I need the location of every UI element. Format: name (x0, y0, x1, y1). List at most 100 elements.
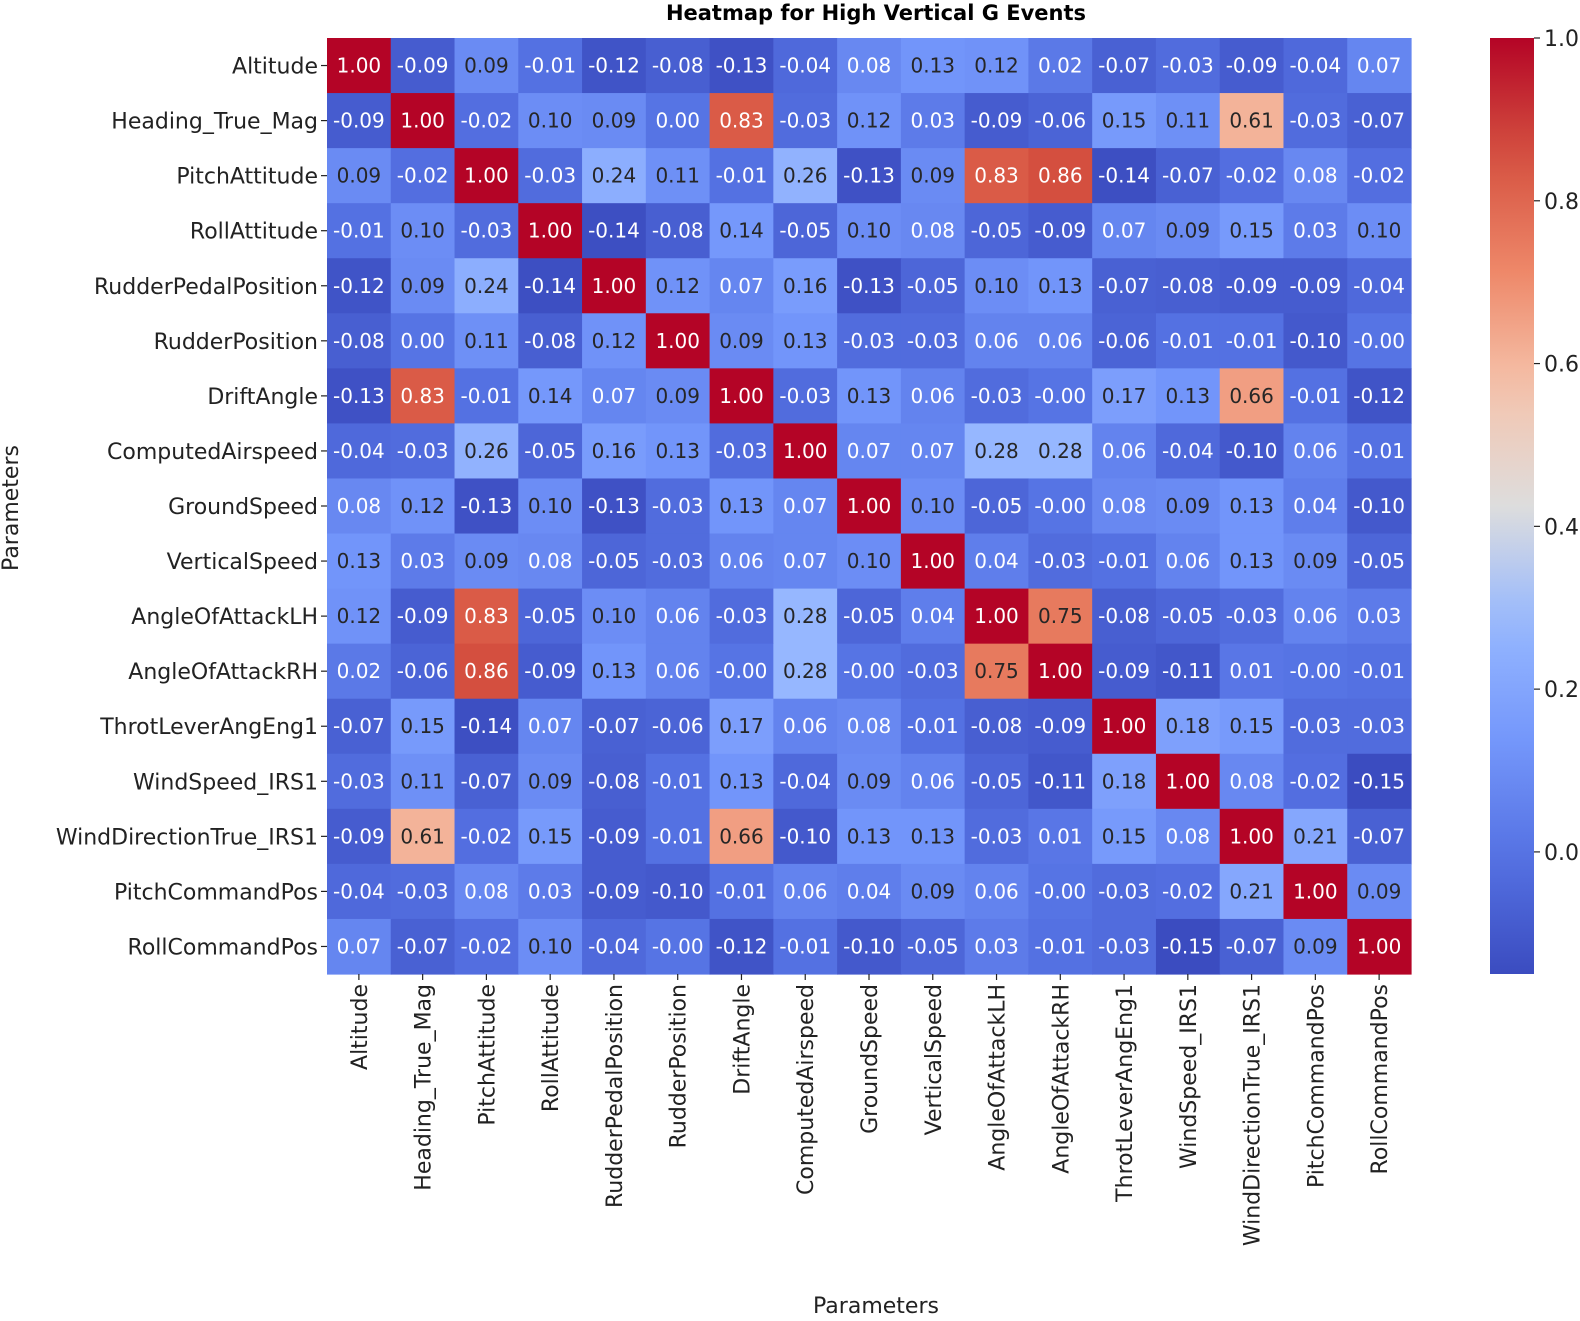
x-tick-label: Altitude (348, 984, 373, 1070)
heatmap-cell (454, 533, 519, 590)
heatmap-cell (645, 863, 711, 920)
cell-value-label: 0.09 (1293, 934, 1338, 958)
y-tick-label: ThrotLeverAngEng1 (99, 715, 318, 740)
heatmap-cell (1219, 588, 1285, 645)
cell-value-label: 0.09 (337, 164, 382, 188)
cell-value-label: -0.05 (1353, 549, 1405, 573)
cell-value-label: -0.12 (1353, 384, 1405, 408)
cell-value-label: -0.05 (971, 769, 1023, 793)
cell-value-label: -0.03 (1289, 109, 1341, 133)
heatmap-cell (518, 93, 583, 149)
heatmap-cell (837, 918, 902, 975)
heatmap-cell (773, 643, 838, 700)
cell-value-label: -0.07 (1098, 54, 1150, 78)
heatmap-cell (964, 698, 1030, 755)
cell-value-label: -0.06 (397, 659, 449, 683)
heatmap-cell (1155, 478, 1221, 535)
heatmap-cell (773, 148, 838, 204)
x-tick-label: AngleOfAttackLH (986, 984, 1011, 1171)
heatmap-cell (837, 368, 902, 425)
heatmap-cell (1219, 533, 1285, 590)
heatmap-cell (1155, 698, 1221, 755)
cell-value-label: 0.14 (719, 219, 764, 243)
heatmap-cell (1028, 753, 1093, 810)
y-axis-ticks: Altitude Heading_True_Mag PitchAttitude Rol… (56, 55, 327, 960)
heatmap-cell (964, 423, 1030, 480)
heatmap-cell (1283, 698, 1348, 755)
heatmap-cell (1028, 148, 1093, 204)
cell-value-label: 0.12 (400, 494, 445, 518)
cell-value-label: 0.28 (783, 604, 828, 628)
heatmap-cell (327, 863, 392, 920)
heatmap-cell (709, 148, 774, 204)
cell-value-label: 1.00 (337, 54, 382, 78)
heatmap-cell (390, 753, 456, 810)
cell-value-label: 0.06 (974, 329, 1019, 353)
cell-value-label: 0.10 (528, 109, 573, 133)
heatmap-cell (327, 313, 392, 369)
heatmap-cell (1092, 863, 1157, 920)
cell-value-label: 0.09 (528, 769, 573, 793)
cell-value-label: -0.13 (461, 494, 513, 518)
heatmap-cell (773, 533, 838, 590)
cell-value-label: 0.13 (337, 549, 382, 573)
heatmap-cell (773, 368, 838, 425)
heatmap-cell (327, 753, 392, 810)
heatmap-cell (1155, 258, 1221, 314)
cell-value-label: 1.00 (974, 604, 1019, 628)
cell-value-label: 0.13 (910, 54, 955, 78)
y-tick-label: VerticalSpeed (167, 550, 318, 575)
heatmap-cell (1028, 698, 1093, 755)
cell-value-label: -0.00 (652, 934, 704, 958)
cell-value-label: 1.00 (464, 164, 509, 188)
heatmap-cell (837, 203, 902, 259)
heatmap-cell (1347, 148, 1412, 204)
heatmap-cell (454, 753, 519, 810)
heatmap-cell (390, 93, 456, 149)
heatmap-cell (709, 203, 774, 259)
cell-value-label: 0.83 (400, 384, 445, 408)
heatmap-cell (1155, 423, 1221, 480)
heatmap-cell (518, 258, 583, 314)
cell-value-label: -0.09 (333, 109, 385, 133)
cell-value-label: 0.07 (528, 714, 573, 738)
heatmap-cell (582, 643, 647, 700)
cell-value-label: 0.83 (719, 109, 764, 133)
cell-value-label: 0.06 (1293, 439, 1338, 463)
cell-value-label: 0.03 (528, 879, 573, 903)
heatmap-cell (1283, 203, 1348, 259)
heatmap-cell (1028, 368, 1093, 425)
cell-value-label: -0.11 (1162, 659, 1214, 683)
colorbar-tick-label: 0.8 (1544, 190, 1579, 215)
cell-value-label: -0.10 (1289, 329, 1341, 353)
heatmap-cell (582, 918, 647, 975)
cell-value-label: 0.06 (910, 384, 955, 408)
heatmap-cell (1155, 203, 1221, 259)
cell-value-label: 0.13 (655, 439, 700, 463)
cell-value-label: -0.06 (652, 714, 704, 738)
cell-value-label: 0.15 (1229, 714, 1274, 738)
cell-value-label: -0.08 (333, 329, 385, 353)
cell-value-label: -0.03 (1226, 604, 1278, 628)
heatmap-cell (454, 258, 519, 314)
heatmap-cell (837, 423, 902, 480)
heatmap-cell (1028, 808, 1093, 865)
cell-value-label: -0.01 (1353, 659, 1405, 683)
cell-value-label: 0.11 (400, 769, 445, 793)
heatmap-cell (1283, 588, 1348, 645)
cell-value-label: 1.00 (1166, 769, 1211, 793)
cell-value-label: 0.13 (847, 824, 892, 848)
heatmap-cell (900, 368, 966, 425)
heatmap-cell (582, 588, 647, 645)
cell-value-label: 1.00 (592, 274, 637, 298)
heatmap-cell (1219, 148, 1285, 204)
cell-value-label: -0.03 (843, 329, 895, 353)
heatmap-cell (1219, 698, 1285, 755)
cell-value-label: -0.10 (779, 824, 831, 848)
cell-value-label: -0.07 (397, 934, 449, 958)
heatmap-cell (454, 863, 519, 920)
heatmap-cell (1347, 918, 1412, 975)
cell-value-label: 0.07 (592, 384, 637, 408)
cell-value-label: 0.07 (1357, 54, 1402, 78)
cell-value-label: 0.08 (464, 879, 509, 903)
